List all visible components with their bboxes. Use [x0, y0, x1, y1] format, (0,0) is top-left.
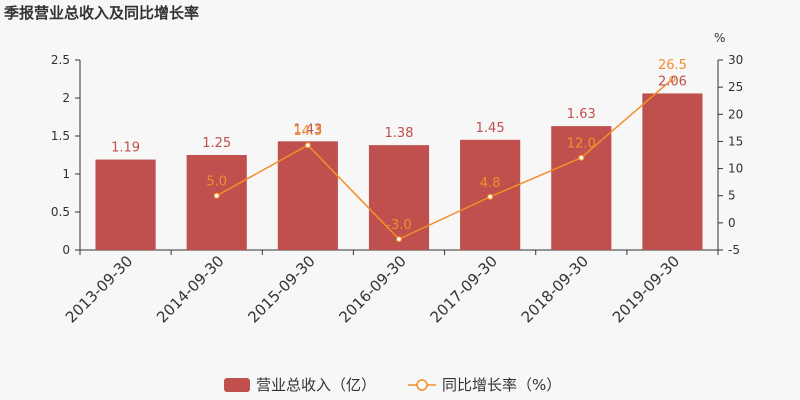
- bar: [277, 141, 338, 250]
- growth-value-label: -3.0: [386, 218, 411, 233]
- bar-value-label: 2.06: [658, 74, 687, 89]
- x-tick-label: 2015-09-30: [244, 252, 318, 326]
- legend-bar-label[interactable]: 营业总收入（亿）: [256, 376, 376, 394]
- y-right-tick-label: 15: [728, 134, 743, 148]
- y-left-tick-label: 0.5: [51, 205, 70, 219]
- growth-point: [213, 192, 220, 199]
- bar-value-label: 1.38: [385, 126, 414, 141]
- bar: [368, 145, 430, 250]
- growth-point: [304, 142, 311, 149]
- bar-value-label: 1.63: [567, 107, 596, 122]
- x-tick-label: 2013-09-30: [62, 252, 136, 326]
- y-right-unit: %: [714, 31, 725, 45]
- x-tick-label: 2014-09-30: [153, 252, 227, 326]
- growth-point: [578, 154, 585, 161]
- y-right-tick-label: 10: [728, 162, 743, 176]
- x-tick-label: 2016-09-30: [335, 252, 409, 326]
- legend-bar-swatch[interactable]: [224, 378, 250, 392]
- growth-line: [213, 75, 676, 243]
- legend-line-marker[interactable]: [416, 379, 428, 391]
- y-left-tick-label: 0: [62, 243, 70, 257]
- bar-value-label: 1.25: [202, 136, 231, 151]
- y-right-tick-label: 30: [728, 53, 743, 67]
- y-left-tick-label: 2.5: [51, 53, 70, 67]
- data-labels: 1.19 1.25 1.43 1.38 1.45 1.63 2.06 5.0 14.3 -3.0 4…: [111, 58, 687, 233]
- y-right-tick-label: 25: [728, 80, 743, 94]
- growth-point: [395, 236, 403, 243]
- x-tick-label: 2019-09-30: [609, 252, 683, 326]
- x-tick-label: 2017-09-30: [427, 252, 501, 326]
- growth-line-path: [216, 78, 673, 241]
- growth-value-label: 5.0: [206, 175, 227, 190]
- bar: [551, 126, 612, 250]
- y-right-tick-label: -5: [728, 243, 740, 257]
- x-tick-label: 2018-09-30: [518, 252, 592, 326]
- y-right-tick-label: 5: [728, 189, 736, 203]
- chart-title: 季报营业总收入及同比增长率: [4, 4, 200, 22]
- y-left-tick-label: 2: [62, 91, 70, 105]
- y-left-tick-label: 1: [62, 167, 70, 181]
- y-right-tick-label: 0: [728, 216, 736, 230]
- y-right-tick-label: 20: [728, 107, 743, 121]
- growth-value-label: 4.8: [480, 176, 501, 191]
- growth-value-label: 12.0: [567, 137, 596, 152]
- bar-value-label: 1.45: [476, 121, 505, 136]
- bar: [95, 159, 156, 250]
- growth-point: [487, 193, 494, 200]
- bar: [642, 93, 703, 250]
- y-left-tick-label: 1.5: [51, 129, 70, 143]
- legend-line-label[interactable]: 同比增长率（%）: [442, 376, 561, 394]
- bar-value-label: 1.19: [111, 141, 140, 156]
- growth-value-label: 14.3: [293, 124, 322, 139]
- legend[interactable]: 营业总收入（亿） 同比增长率（%）: [224, 376, 561, 394]
- growth-value-label: 26.5: [658, 58, 687, 73]
- bar: [186, 155, 247, 250]
- growth-point: [669, 75, 676, 83]
- bar-value-label: 1.43: [293, 122, 322, 137]
